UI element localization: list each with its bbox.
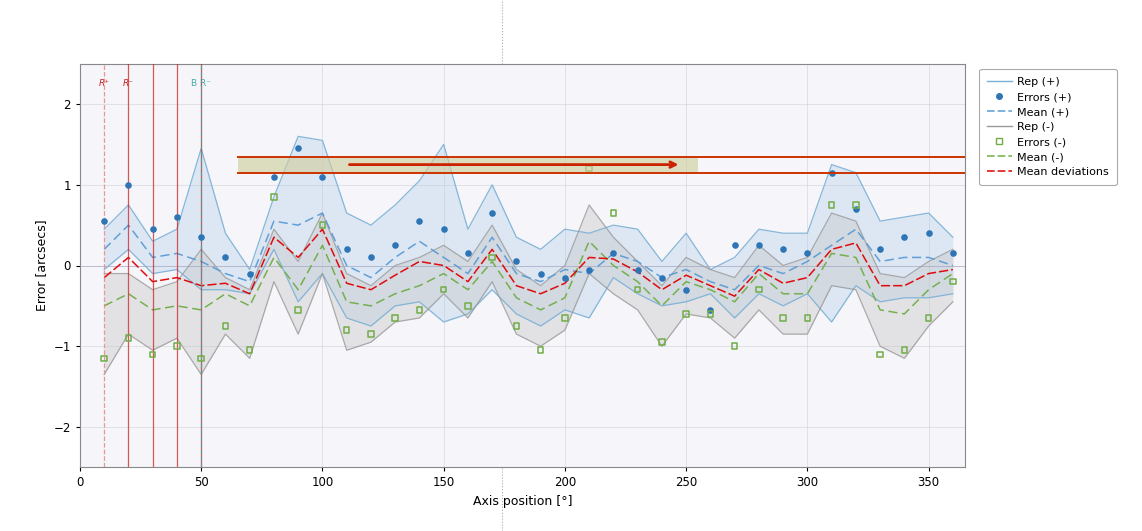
Bar xyxy=(238,157,698,173)
Y-axis label: Error [arcsecs]: Error [arcsecs] xyxy=(35,220,48,311)
Point xyxy=(265,173,283,181)
Point xyxy=(919,229,938,237)
Point xyxy=(459,249,477,258)
Point xyxy=(701,310,719,318)
Point xyxy=(144,225,162,234)
Point xyxy=(628,286,646,294)
Point xyxy=(628,266,646,274)
Point xyxy=(241,269,259,278)
Point xyxy=(144,350,162,358)
Point xyxy=(95,354,113,363)
Point xyxy=(798,314,817,322)
Point xyxy=(434,286,452,294)
Point xyxy=(265,193,283,201)
Point xyxy=(483,253,501,262)
Point xyxy=(871,245,890,254)
Point xyxy=(798,249,817,258)
Point xyxy=(774,314,793,322)
Point xyxy=(289,306,307,314)
Point xyxy=(580,165,598,173)
Point xyxy=(434,225,452,234)
Point xyxy=(192,354,210,363)
Point xyxy=(943,277,962,286)
Point xyxy=(483,209,501,217)
Point xyxy=(556,314,574,322)
Point xyxy=(95,217,113,225)
Point xyxy=(895,346,914,355)
Point xyxy=(362,330,380,338)
Point xyxy=(750,241,769,250)
Point xyxy=(338,326,356,335)
Point xyxy=(410,306,428,314)
Point xyxy=(362,253,380,262)
Point xyxy=(919,314,938,322)
Point xyxy=(677,286,695,294)
Point xyxy=(216,253,234,262)
Point xyxy=(216,322,234,330)
Point xyxy=(677,310,695,318)
Point xyxy=(507,322,525,330)
Legend: Rep (+), Errors (+), Mean (+), Rep (-), Errors (-), Mean (-), Mean deviations: Rep (+), Errors (+), Mean (+), Rep (-), … xyxy=(980,69,1117,185)
Point xyxy=(168,342,186,350)
Point xyxy=(750,286,769,294)
Point xyxy=(410,217,428,225)
Point xyxy=(653,338,671,346)
Point xyxy=(507,257,525,266)
Point xyxy=(119,334,137,342)
Point xyxy=(313,221,331,229)
Point xyxy=(531,346,549,355)
Point xyxy=(556,273,574,282)
Point xyxy=(386,241,404,250)
Point xyxy=(338,245,356,254)
Point xyxy=(871,350,890,358)
Point xyxy=(725,241,743,250)
Text: R⁻: R⁻ xyxy=(123,79,134,88)
Point xyxy=(895,233,914,242)
Point xyxy=(459,302,477,310)
Text: R⁺: R⁺ xyxy=(98,79,110,88)
Point xyxy=(846,201,864,209)
Point xyxy=(725,342,743,350)
Point xyxy=(846,205,864,213)
X-axis label: Axis position [°]: Axis position [°] xyxy=(473,495,572,508)
Point xyxy=(119,181,137,189)
Point xyxy=(701,306,719,314)
Text: B R⁻: B R⁻ xyxy=(191,79,211,88)
Point xyxy=(943,249,962,258)
Point xyxy=(531,269,549,278)
Point xyxy=(386,314,404,322)
Point xyxy=(168,213,186,221)
Point xyxy=(774,245,793,254)
Point xyxy=(822,168,841,177)
Point xyxy=(313,173,331,181)
Point xyxy=(822,201,841,209)
Point xyxy=(604,209,622,217)
Point xyxy=(192,233,210,242)
Point xyxy=(289,144,307,153)
Point xyxy=(580,266,598,274)
Point xyxy=(653,273,671,282)
Point xyxy=(604,249,622,258)
Point xyxy=(241,346,259,355)
